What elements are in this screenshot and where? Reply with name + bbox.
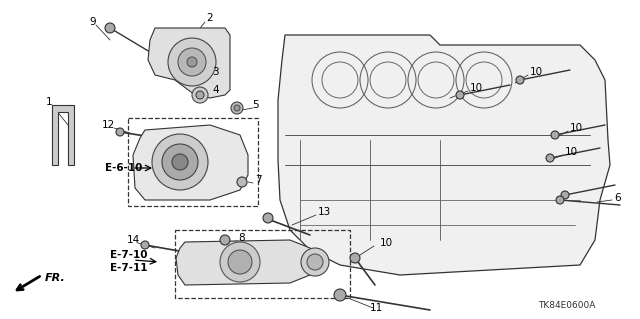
Text: E-6-10: E-6-10: [105, 163, 142, 173]
Circle shape: [237, 177, 247, 187]
Circle shape: [546, 154, 554, 162]
Circle shape: [187, 57, 197, 67]
Text: 13: 13: [318, 207, 332, 217]
Text: FR.: FR.: [45, 273, 66, 283]
Circle shape: [231, 102, 243, 114]
Text: 10: 10: [530, 67, 543, 77]
Text: 2: 2: [207, 13, 213, 23]
Text: E-7-10: E-7-10: [110, 250, 147, 260]
Bar: [128, 118, 258, 206]
Text: 14: 14: [127, 235, 140, 245]
Circle shape: [350, 253, 360, 263]
Text: 10: 10: [380, 238, 393, 248]
Text: 12: 12: [102, 120, 115, 130]
Circle shape: [234, 105, 240, 111]
Text: 9: 9: [90, 17, 96, 27]
Text: 4: 4: [212, 85, 219, 95]
Circle shape: [220, 235, 230, 245]
Circle shape: [172, 154, 188, 170]
Circle shape: [456, 91, 464, 99]
Circle shape: [141, 241, 149, 249]
Text: E-7-11: E-7-11: [110, 263, 147, 273]
Polygon shape: [148, 28, 230, 98]
Polygon shape: [133, 125, 248, 200]
Text: 8: 8: [238, 233, 244, 243]
Text: 10: 10: [565, 147, 578, 157]
Circle shape: [105, 23, 115, 33]
Polygon shape: [52, 105, 74, 165]
Circle shape: [556, 196, 564, 204]
Circle shape: [162, 144, 198, 180]
Circle shape: [263, 213, 273, 223]
Circle shape: [220, 242, 260, 282]
Polygon shape: [176, 240, 318, 285]
Text: 1: 1: [45, 97, 52, 107]
Circle shape: [116, 128, 124, 136]
Circle shape: [334, 289, 346, 301]
Text: 7: 7: [255, 175, 262, 185]
Circle shape: [178, 48, 206, 76]
Text: 11: 11: [370, 303, 383, 313]
Circle shape: [168, 38, 216, 86]
Text: TK84E0600A: TK84E0600A: [538, 301, 595, 310]
Circle shape: [196, 91, 204, 99]
Circle shape: [192, 87, 208, 103]
Circle shape: [561, 191, 569, 199]
Circle shape: [301, 248, 329, 276]
Polygon shape: [278, 35, 610, 275]
Circle shape: [516, 76, 524, 84]
Circle shape: [551, 131, 559, 139]
Circle shape: [228, 250, 252, 274]
Text: 10: 10: [570, 123, 583, 133]
Bar: [175, 230, 350, 298]
Text: 10: 10: [470, 83, 483, 93]
Circle shape: [152, 134, 208, 190]
Text: 3: 3: [212, 67, 219, 77]
Text: 6: 6: [614, 193, 621, 203]
Circle shape: [307, 254, 323, 270]
Text: 5: 5: [252, 100, 259, 110]
